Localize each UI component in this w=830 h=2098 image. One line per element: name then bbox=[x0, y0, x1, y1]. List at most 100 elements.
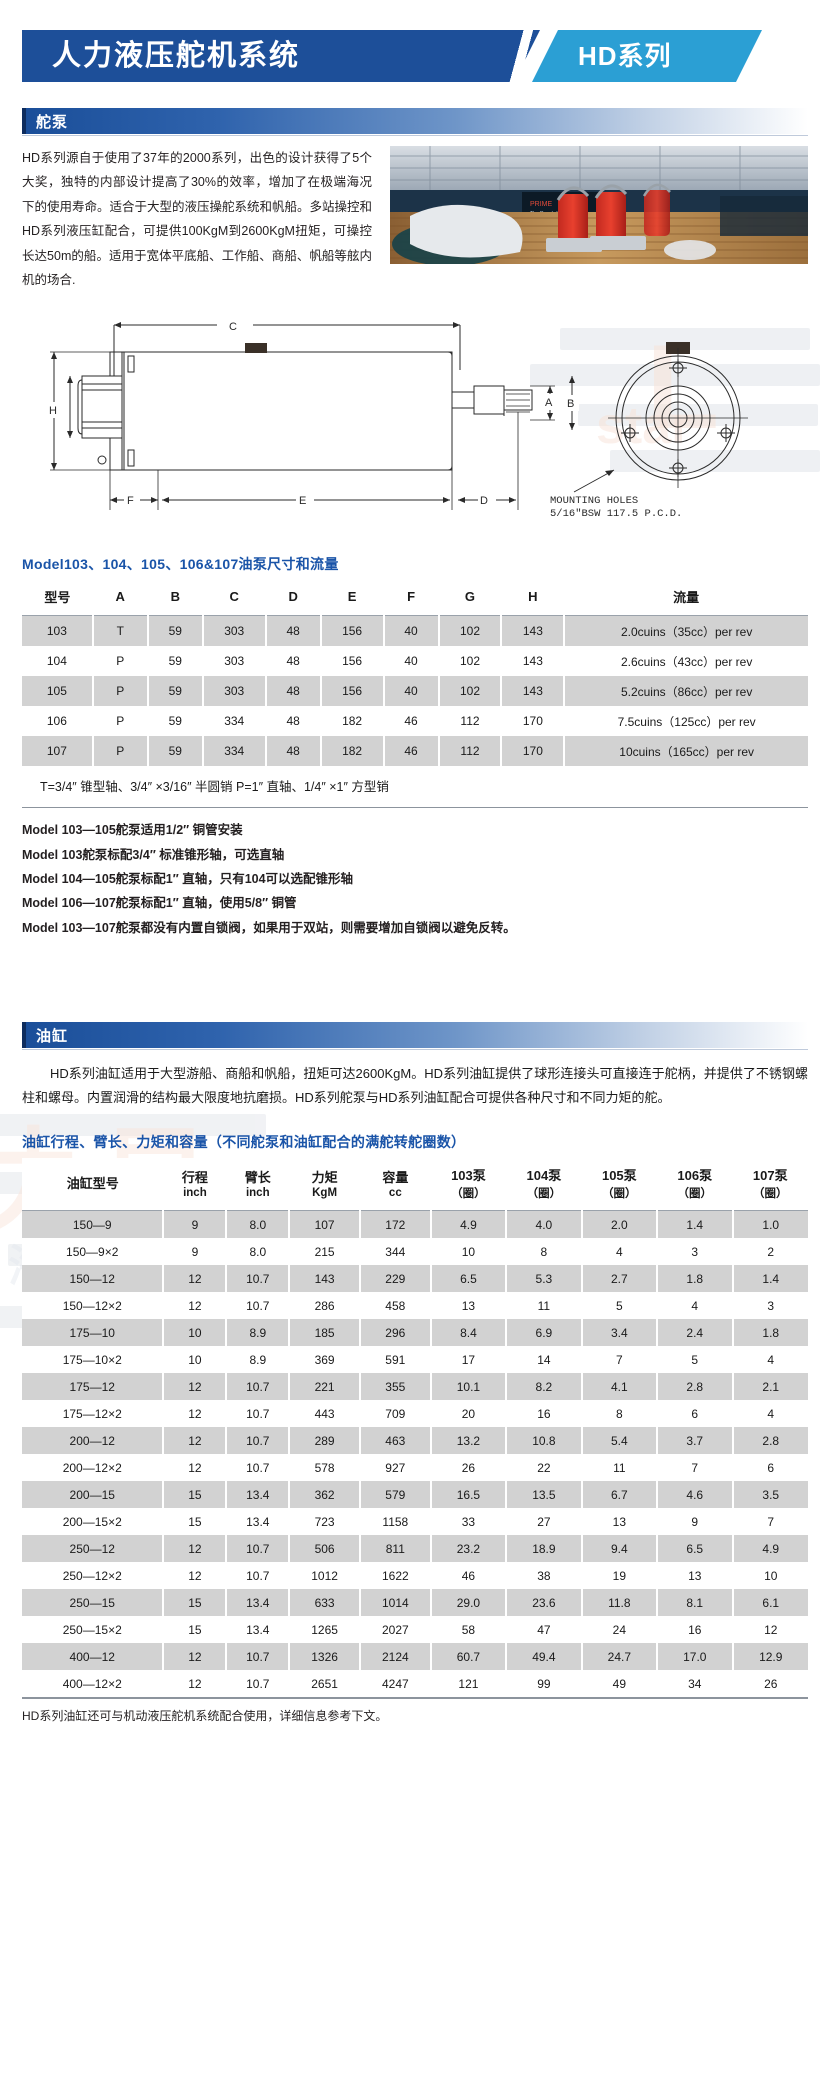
banner-cyan-block bbox=[532, 30, 762, 82]
cell-pump-103: 17 bbox=[430, 1346, 508, 1374]
cell-pump-106: 2.8 bbox=[657, 1373, 734, 1401]
pump-note: Model 104—105舵泵标配1″ 直轴，只有104可以选配锥形轴 bbox=[22, 872, 354, 886]
cell-b: 59 bbox=[147, 676, 204, 707]
cell-pump-104: 8 bbox=[506, 1238, 583, 1266]
cell-cyl-model: 150—9×2 bbox=[22, 1238, 165, 1266]
table-row: 250—12 12 10.7 506 811 23.2 18.9 9.4 6.5 4.9 bbox=[22, 1535, 808, 1563]
cell-h: 143 bbox=[501, 646, 566, 677]
cell-pump-106: 3 bbox=[657, 1238, 734, 1266]
cell-e: 156 bbox=[320, 615, 385, 647]
cell-c: 334 bbox=[202, 706, 267, 737]
th-f: F bbox=[383, 580, 439, 617]
cell-pump-106: 4 bbox=[657, 1292, 734, 1320]
cell-stroke: 12 bbox=[163, 1265, 228, 1293]
cell-pump-104: 13.5 bbox=[506, 1481, 583, 1509]
cell-pump-107: 4 bbox=[732, 1400, 808, 1428]
th-main: 臂长 bbox=[244, 1170, 271, 1186]
cell-h: 143 bbox=[501, 676, 566, 707]
cell-flow: 2.0cuins（35cc）per rev bbox=[564, 615, 808, 647]
cell-pump-105: 9.4 bbox=[581, 1535, 659, 1563]
pump-intro: HD系列源自于使用了37年的2000系列，出色的设计获得了5个大奖，独特的内部设… bbox=[22, 146, 808, 292]
cell-armlength: 13.4 bbox=[226, 1589, 291, 1617]
cell-pump-107: 10 bbox=[732, 1562, 808, 1590]
cell-pump-104: 47 bbox=[506, 1616, 583, 1644]
th-model: 型号 bbox=[22, 580, 93, 617]
cell-pump-107: 2.1 bbox=[732, 1373, 808, 1401]
section-pump-header: 舵泵 bbox=[22, 108, 808, 136]
cell-pump-107: 4.9 bbox=[732, 1535, 808, 1563]
cell-pump-105: 6.7 bbox=[581, 1481, 659, 1509]
cell-armlength: 13.4 bbox=[226, 1508, 291, 1536]
dim-label-d: D bbox=[480, 495, 488, 507]
cell-armlength: 8.9 bbox=[226, 1346, 291, 1374]
table-row: 175—12×2 12 10.7 443 709 20 16 8 6 4 bbox=[22, 1400, 808, 1428]
cell-pump-106: 13 bbox=[657, 1562, 734, 1590]
th-sub: （圈） bbox=[526, 1188, 562, 1201]
cell-stroke: 10 bbox=[163, 1319, 228, 1347]
cell-pump-107: 3 bbox=[732, 1292, 808, 1320]
cell-pump-104: 14 bbox=[506, 1346, 583, 1374]
th-pump-103: 103泵 （圈） bbox=[430, 1158, 507, 1212]
cell-armlength: 10.7 bbox=[226, 1400, 291, 1428]
cell-pump-105: 24 bbox=[581, 1616, 659, 1644]
cell-capacity: 296 bbox=[359, 1319, 432, 1347]
th-d: D bbox=[265, 580, 321, 617]
table-row: 250—15×2 15 13.4 1265 2027 58 47 24 16 12 bbox=[22, 1616, 808, 1644]
th-sub: inch bbox=[183, 1187, 207, 1200]
cell-cyl-model: 150—12×2 bbox=[22, 1292, 165, 1320]
section-pump-label: 舵泵 bbox=[36, 114, 69, 131]
dim-label-a: A bbox=[545, 397, 553, 409]
table1-head: 型号 A B C D E F G H 流量 bbox=[22, 580, 808, 617]
cell-armlength: 10.7 bbox=[226, 1643, 291, 1671]
cell-pump-106: 17.0 bbox=[657, 1643, 734, 1671]
cell-torque: 2651 bbox=[289, 1670, 361, 1698]
cell-capacity: 4247 bbox=[359, 1670, 432, 1698]
th-main: 105泵 bbox=[601, 1168, 637, 1184]
th-cyl-model: 油缸型号 bbox=[22, 1158, 164, 1212]
cell-b: 59 bbox=[147, 736, 204, 767]
cell-pump-105: 5.4 bbox=[581, 1427, 659, 1455]
cell-model: 105 bbox=[22, 676, 94, 707]
cell-pump-103: 33 bbox=[430, 1508, 508, 1536]
th-h: H bbox=[501, 580, 565, 617]
cell-pump-105: 8 bbox=[581, 1400, 659, 1428]
cell-pump-106: 8.1 bbox=[657, 1589, 734, 1617]
cell-cyl-model: 250—12 bbox=[22, 1535, 165, 1563]
table1-title: Model103、104、105、106&107油泵尺寸和流量 bbox=[22, 556, 339, 573]
table-row: 150—12×2 12 10.7 286 458 13 11 5 4 3 bbox=[22, 1292, 808, 1320]
dim-label-f: F bbox=[127, 495, 134, 507]
cell-cyl-model: 400—12 bbox=[22, 1643, 165, 1671]
cell-pump-105: 5 bbox=[581, 1292, 659, 1320]
section-cylinder-header: 油缸 bbox=[22, 1022, 808, 1051]
cell-torque: 215 bbox=[289, 1238, 361, 1266]
cell-torque: 221 bbox=[289, 1373, 361, 1401]
pump-note: Model 103—107舵泵都没有内置自锁阀，如果用于双站，则需要增加自锁阀以… bbox=[22, 920, 516, 935]
cell-c: 303 bbox=[202, 646, 267, 677]
th-main: 103泵 bbox=[451, 1168, 486, 1184]
cell-pump-107: 2 bbox=[732, 1238, 808, 1266]
cell-pump-106: 3.7 bbox=[657, 1427, 734, 1455]
th-main: 106泵 bbox=[677, 1168, 713, 1184]
cell-stroke: 12 bbox=[163, 1454, 228, 1482]
th-sub: （圈） bbox=[602, 1188, 637, 1201]
cell-cyl-model: 175—12 bbox=[22, 1373, 165, 1401]
cell-f: 46 bbox=[383, 736, 440, 767]
cell-pump-103: 10.1 bbox=[430, 1373, 508, 1401]
th-sub: （圈） bbox=[753, 1188, 788, 1201]
cell-pump-105: 11.8 bbox=[581, 1589, 659, 1617]
cell-pump-107: 7 bbox=[732, 1508, 808, 1536]
cell-pump-103: 23.2 bbox=[430, 1535, 508, 1563]
cell-capacity: 463 bbox=[359, 1427, 432, 1455]
cell-pump-104: 99 bbox=[506, 1670, 583, 1698]
table-row: 150—9×2 9 8.0 215 344 10 8 4 3 2 bbox=[22, 1238, 808, 1266]
cell-cyl-model: 200—15 bbox=[22, 1481, 165, 1509]
cell-capacity: 2027 bbox=[359, 1616, 432, 1644]
cell-armlength: 13.4 bbox=[226, 1616, 291, 1644]
cell-stroke: 15 bbox=[163, 1481, 228, 1509]
cell-pump-107: 4 bbox=[732, 1346, 808, 1374]
cell-capacity: 1158 bbox=[359, 1508, 432, 1536]
th-sub: KgM bbox=[312, 1187, 338, 1200]
th-c: C bbox=[202, 580, 266, 617]
product-photo: PRIME The Revolution II bbox=[390, 146, 808, 264]
th-armlength: 臂长 inch bbox=[226, 1158, 290, 1212]
